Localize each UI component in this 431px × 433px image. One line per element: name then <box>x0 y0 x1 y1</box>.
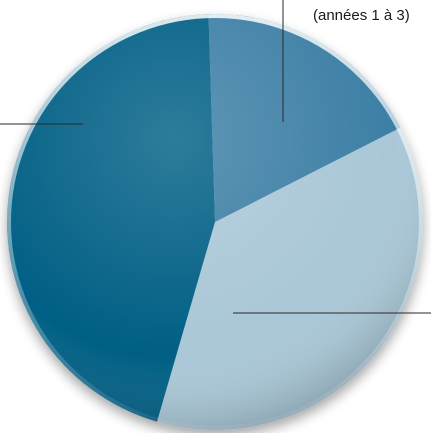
pie-shine-overlay <box>7 14 423 430</box>
annotation-label: (années 1 à 3) <box>313 7 410 24</box>
pie-rim <box>7 14 423 430</box>
leader-lines <box>0 0 431 314</box>
